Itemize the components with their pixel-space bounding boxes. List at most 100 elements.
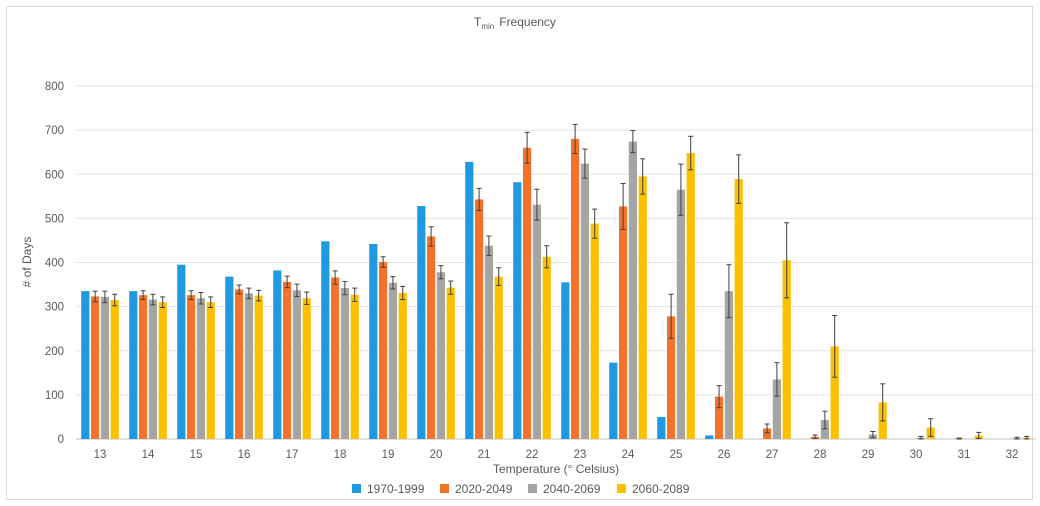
x-tick-label: 25 (670, 449, 683, 461)
legend-swatch (617, 484, 626, 493)
error-bar (918, 435, 924, 440)
bar (715, 396, 724, 439)
chart-title-rest: Frequency (499, 15, 556, 29)
error-bar (1014, 436, 1020, 440)
x-tick-label: 29 (862, 449, 875, 461)
y-tick-labels: 0 100 200 300 400 500 600 700 800 (45, 81, 64, 446)
error-bars (92, 123, 1030, 440)
error-bar (688, 135, 694, 171)
bar (254, 295, 263, 439)
bar (206, 302, 215, 439)
bar (436, 272, 445, 439)
error-bar (294, 283, 300, 297)
x-tick-label: 18 (334, 449, 347, 461)
error-bar (582, 148, 588, 179)
bar (465, 161, 474, 439)
x-tick-label: 26 (718, 449, 731, 461)
x-tick-label: 20 (430, 449, 443, 461)
error-bar (486, 235, 492, 256)
bar (388, 282, 397, 439)
bar (331, 277, 340, 439)
bar (494, 276, 503, 439)
bar (513, 182, 522, 439)
bar (302, 298, 311, 439)
error-bar (976, 431, 982, 440)
error-bar (812, 434, 818, 440)
x-tick-label: 16 (238, 449, 251, 461)
error-bar (668, 293, 674, 339)
bar (475, 199, 484, 439)
error-bar (736, 154, 742, 204)
bar (139, 295, 148, 439)
x-tick-label: 27 (766, 449, 779, 461)
bar (657, 416, 666, 439)
bar (398, 292, 407, 439)
error-bar (140, 290, 146, 301)
error-bar (524, 131, 530, 164)
error-bar (342, 280, 348, 296)
x-tick-label: 17 (286, 449, 299, 461)
bar (590, 223, 599, 439)
error-bar (92, 290, 98, 303)
error-bar (544, 245, 550, 269)
error-bar (534, 188, 540, 221)
error-bar (102, 290, 108, 304)
error-bar (380, 256, 386, 268)
error-bar (774, 362, 780, 397)
error-bar (352, 287, 358, 302)
bar (561, 282, 570, 439)
x-tick-label: 13 (94, 449, 107, 461)
x-axis-title: Temperature (° Celsius) (493, 462, 619, 476)
bar (225, 276, 234, 439)
error-bar (160, 296, 166, 309)
chart-title-sub: min (481, 22, 494, 31)
legend-label: 1970-1999 (367, 482, 425, 496)
x-tick-label: 31 (958, 449, 971, 461)
y-tick-label: 800 (45, 81, 64, 93)
bar (273, 270, 282, 439)
legend-item: 2040-2069 (528, 482, 601, 496)
error-bar (428, 226, 434, 247)
error-bar (448, 280, 454, 295)
x-tick-label: 22 (526, 449, 539, 461)
bar (446, 287, 455, 439)
error-bar (640, 158, 646, 195)
error-bar (284, 275, 290, 289)
y-tick-label: 600 (45, 169, 64, 181)
bar (110, 300, 119, 439)
error-bar (332, 270, 338, 285)
bar (244, 293, 253, 439)
legend-label: 2020-2049 (455, 482, 513, 496)
x-tick-label: 32 (1006, 449, 1019, 461)
error-bar (188, 290, 194, 301)
error-bar (390, 276, 396, 290)
legend-item: 1970-1999 (352, 482, 425, 496)
error-bar (822, 410, 828, 430)
x-tick-label: 19 (382, 449, 395, 461)
y-tick-label: 100 (45, 390, 64, 402)
bar (686, 153, 695, 439)
error-bar (630, 130, 636, 154)
error-bar (832, 314, 838, 378)
x-tick-label: 28 (814, 449, 827, 461)
y-tick-label: 700 (45, 125, 64, 137)
legend-label: 2040-2069 (543, 482, 601, 496)
x-tick-label: 21 (478, 449, 491, 461)
error-bar (784, 222, 790, 299)
y-tick-label: 0 (58, 434, 64, 446)
bar (609, 362, 618, 439)
bar (417, 206, 426, 439)
error-bar (678, 163, 684, 216)
bar (667, 316, 676, 439)
legend-item: 2020-2049 (440, 482, 513, 496)
bar (580, 163, 589, 439)
error-bar (880, 383, 886, 422)
bar (379, 262, 388, 439)
bar (542, 256, 551, 439)
error-bar (928, 418, 934, 437)
bar (820, 420, 829, 439)
bar (830, 346, 839, 439)
legend-swatch (440, 484, 449, 493)
error-bar (1024, 435, 1030, 440)
